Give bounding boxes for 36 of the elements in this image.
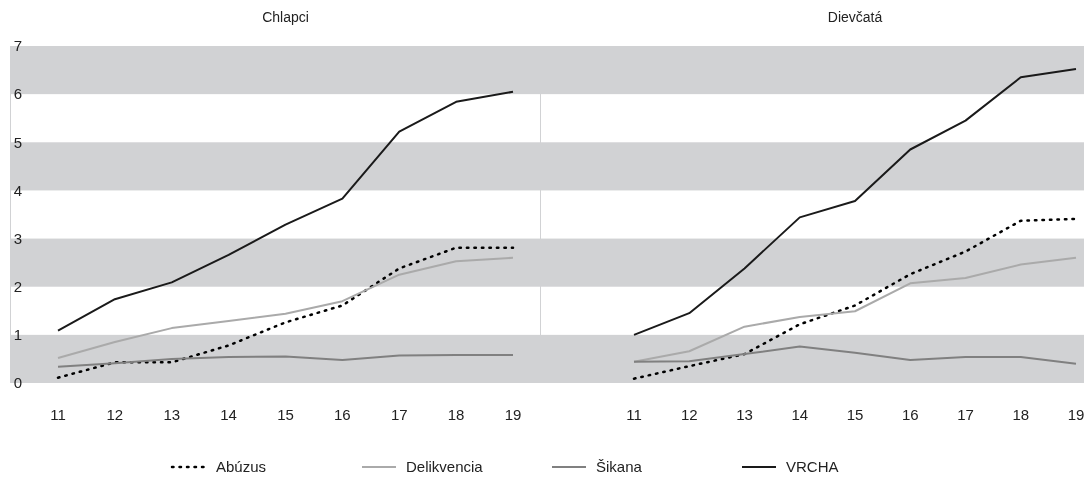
y-tick-label: 5 xyxy=(13,133,23,151)
line-series xyxy=(57,354,514,368)
y-tick-label: 4 xyxy=(13,181,23,199)
x-tick-label: 13 xyxy=(163,406,181,423)
x-tick-label: 11 xyxy=(626,406,642,423)
y-tick-label: 2 xyxy=(13,277,23,295)
x-tick-label: 12 xyxy=(680,406,698,423)
x-tick-label: 19 xyxy=(504,406,522,423)
chart-title: Dievčatá xyxy=(827,9,883,25)
x-tick-label: 15 xyxy=(846,406,864,423)
x-tick-label: 17 xyxy=(957,406,974,423)
y-tick-label: 1 xyxy=(13,326,23,344)
x-tick-label: 16 xyxy=(334,406,351,423)
y-tick-label: 6 xyxy=(13,85,23,103)
legend-label: Delikvencia xyxy=(406,458,484,476)
x-tick-label: 16 xyxy=(901,406,919,423)
y-tick-label: 7 xyxy=(13,37,23,55)
y-tick-label: 3 xyxy=(13,229,23,247)
line-series xyxy=(57,90,514,332)
legend-label: Abúzus xyxy=(216,458,267,476)
x-tick-label: 19 xyxy=(1067,406,1084,423)
y-tick-label: 0 xyxy=(13,374,23,392)
x-tick-label: 12 xyxy=(106,406,124,423)
legend-label: Šikana xyxy=(596,458,643,476)
x-tick-label: 14 xyxy=(220,406,237,423)
x-tick-label: 13 xyxy=(736,406,753,423)
x-tick-label: 18 xyxy=(447,406,465,423)
x-tick-label: 11 xyxy=(50,406,66,423)
line-series xyxy=(56,246,515,379)
x-tick-label: 17 xyxy=(390,406,408,423)
x-tick-label: 14 xyxy=(791,406,809,423)
x-tick-label: 15 xyxy=(277,406,294,423)
chart-title: Chlapci xyxy=(262,9,309,25)
x-tick-label: 18 xyxy=(1012,406,1030,423)
line-series xyxy=(57,256,514,359)
legend-label: VRCHA xyxy=(786,458,839,476)
